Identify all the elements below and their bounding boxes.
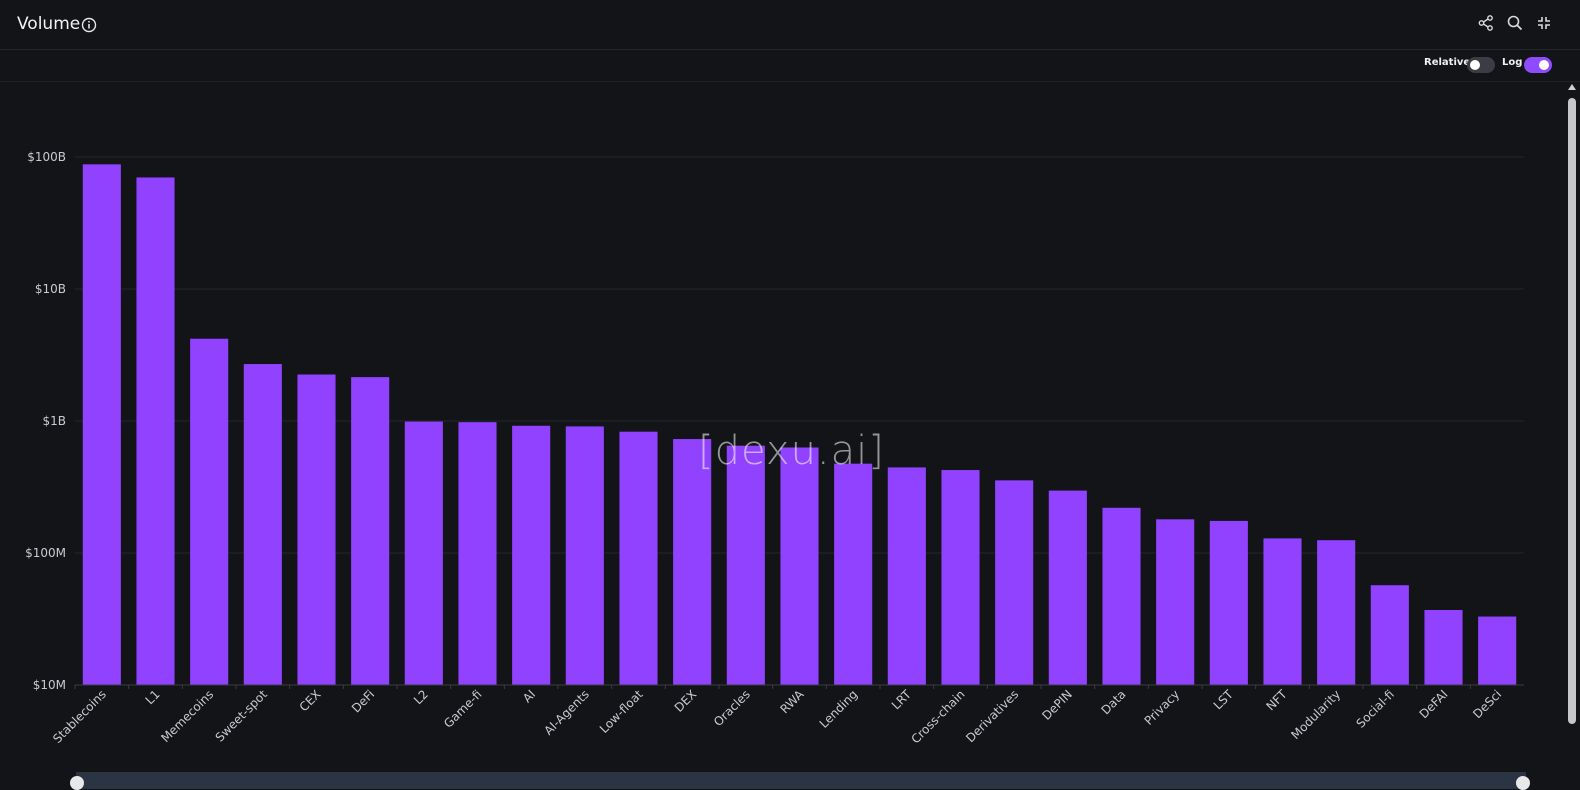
x-tick-label: RWA (777, 687, 807, 717)
x-tick-label: Stablecoins (50, 687, 109, 746)
chart-toolbar (0, 50, 1580, 82)
bar (1263, 538, 1302, 685)
bar (1209, 520, 1248, 685)
bar (243, 364, 282, 685)
x-tick-label: DeFi (349, 687, 377, 715)
x-tick-label: Game-fi (441, 687, 485, 731)
panel-title: Volume (17, 14, 81, 34)
x-tick-label: LST (1211, 687, 1237, 713)
y-tick-label: $1B (42, 414, 66, 428)
x-tick-label: AI (520, 687, 538, 705)
bar (1102, 507, 1141, 685)
x-tick-label: DeFAI (1417, 687, 1451, 721)
bar (351, 377, 390, 685)
vertical-scrollbar[interactable] (1567, 84, 1577, 789)
x-tick-label: L2 (411, 687, 431, 707)
x-tick-label: LRT (889, 687, 915, 713)
bar (190, 338, 229, 685)
bar (887, 467, 926, 685)
x-tick-label: Lending (817, 687, 861, 731)
bar (834, 463, 873, 685)
bar (1317, 540, 1356, 685)
x-tick-label: Oracles (711, 687, 753, 729)
log-toggle[interactable] (1524, 57, 1552, 73)
zoom-handle-right[interactable] (1516, 776, 1530, 790)
bar (995, 480, 1034, 685)
y-tick-label: $100M (25, 546, 66, 560)
x-tick-label: Low-float (597, 687, 646, 736)
toggle-knob (1539, 60, 1549, 70)
bar (619, 431, 658, 685)
bar (941, 470, 980, 685)
x-tick-label: Sweet-spot (213, 687, 271, 745)
x-tick-label: DePIN (1039, 687, 1075, 723)
x-tick-label: Modularity (1288, 687, 1343, 742)
bar (404, 421, 443, 685)
y-tick-label: $10B (35, 282, 66, 296)
zoom-handle-left[interactable] (70, 776, 84, 790)
x-tick-label: CEX (297, 687, 324, 714)
bar (1156, 519, 1195, 685)
x-tick-label: Data (1098, 687, 1128, 717)
bar (780, 447, 819, 685)
scroll-thumb[interactable] (1568, 98, 1576, 724)
bar (1370, 585, 1409, 685)
toggle-knob (1470, 60, 1480, 70)
collapse-icon[interactable] (1535, 14, 1553, 32)
search-icon[interactable] (1506, 14, 1524, 32)
panel-header: Volume (0, 0, 1580, 50)
x-tick-label: DeSci (1470, 687, 1504, 721)
x-tick-label: L1 (143, 687, 163, 707)
x-tick-label: Social-fi (1353, 687, 1396, 730)
x-tick-label: Derivatives (963, 687, 1021, 745)
info-icon[interactable] (81, 17, 97, 33)
x-tick-label: Privacy (1142, 687, 1183, 728)
bar (136, 177, 175, 685)
bar (565, 426, 604, 685)
bar (1048, 490, 1087, 685)
bar (297, 374, 336, 685)
bar (726, 445, 765, 685)
x-tick-label: NFT (1263, 687, 1290, 714)
bar (1478, 616, 1517, 685)
scroll-up-arrow-icon[interactable] (1568, 84, 1576, 90)
bar (673, 439, 712, 685)
log-label: Log (1502, 57, 1523, 68)
y-tick-label: $100B (27, 150, 66, 164)
relative-toggle[interactable] (1467, 57, 1495, 73)
x-tick-label: DEX (672, 687, 700, 715)
x-tick-label: Memecoins (158, 687, 216, 745)
share-icon[interactable] (1477, 14, 1495, 32)
bar (458, 422, 497, 685)
relative-label: Relative (1424, 57, 1471, 68)
y-tick-label: $10M (33, 678, 66, 692)
zoom-slider-track[interactable] (76, 772, 1526, 789)
x-tick-label: AI-Agents (541, 687, 592, 738)
bar (82, 164, 121, 685)
bar (1424, 609, 1463, 685)
watermark: [dexu.ai] (698, 428, 885, 474)
x-tick-label: Cross-chain (908, 687, 967, 746)
bar (512, 425, 551, 685)
